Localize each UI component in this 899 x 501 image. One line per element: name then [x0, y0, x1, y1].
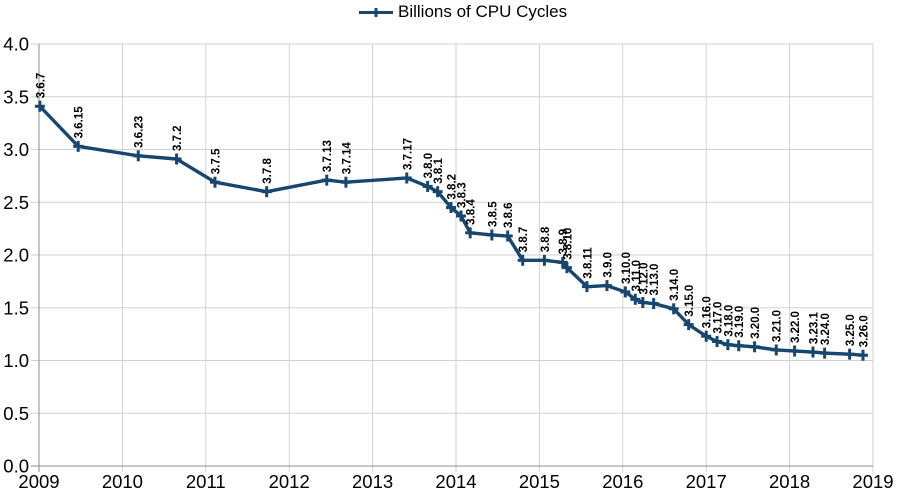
x-tick-label: 2016: [602, 471, 643, 492]
y-tick-label: 0.0: [3, 456, 29, 477]
data-point-label: 3.23.1: [808, 311, 820, 344]
x-tick-label: 2011: [186, 471, 226, 492]
x-tick-label: 2012: [269, 471, 310, 492]
data-point-label: 3.7.2: [172, 125, 184, 151]
data-point-label: 3.21.0: [772, 310, 784, 342]
data-point-label: 3.10.0: [621, 252, 633, 284]
data-point-label: 3.8.6: [503, 202, 515, 228]
data-point-label: 3.8.11: [582, 247, 594, 279]
data-point-label: 3.6.15: [74, 106, 86, 139]
data-point-label: 3.12.0: [638, 262, 650, 294]
y-tick-label: 0.5: [3, 403, 29, 424]
data-point-label: 3.8.7: [518, 227, 530, 253]
series-line-marker-icon: [359, 7, 393, 17]
x-tick-label: 2009: [18, 471, 59, 492]
data-point-label: 3.7.8: [262, 158, 274, 184]
data-point-label: 3.15.0: [684, 285, 696, 317]
x-tick-label: 2017: [686, 471, 727, 492]
y-tick-label: 3.5: [3, 86, 29, 107]
x-tick-label: 2013: [352, 471, 393, 492]
data-point-label: 3.19.0: [734, 306, 746, 338]
y-tick-label: 2.0: [3, 245, 29, 266]
data-point-label: 3.26.0: [858, 315, 870, 347]
data-point-label: 3.8.3: [457, 182, 469, 208]
x-tick-label: 2014: [435, 471, 476, 492]
data-point-label: 3.18.0: [723, 305, 735, 337]
data-point-label: 3.8.0: [423, 153, 435, 179]
data-point-label: 3.25.0: [845, 314, 857, 346]
data-point-label: 3.8.1: [433, 158, 445, 184]
y-tick-label: 4.0: [3, 34, 29, 55]
data-point-label: 3.7.17: [402, 138, 414, 170]
data-point-label: 3.8.4: [466, 199, 478, 225]
chart-legend: Billions of CPU Cycles: [359, 2, 567, 22]
data-point-label: 3.6.23: [134, 116, 146, 148]
data-point-label: 3.11.0: [631, 260, 643, 291]
data-point-label: 3.8.2: [446, 174, 458, 200]
x-tick-label: 2018: [769, 471, 810, 492]
data-point-label: 3.8.10: [562, 228, 574, 260]
data-point-label: 3.7.13: [322, 140, 334, 172]
data-point-label: 3.7.14: [341, 142, 353, 175]
data-point-label: 3.8.5: [487, 201, 499, 227]
data-point-label: 3.9.0: [602, 252, 614, 278]
data-point-label: 3.6.7: [35, 73, 47, 99]
x-tick-label: 2010: [102, 471, 143, 492]
data-point-label: 3.8.9: [558, 229, 570, 255]
y-tick-label: 3.0: [3, 139, 29, 160]
data-point-label: 3.13.0: [649, 264, 661, 296]
x-tick-label: 2019: [852, 471, 893, 492]
data-point-label: 3.22.0: [790, 311, 802, 343]
data-point-label: 3.14.0: [669, 269, 681, 301]
legend-label: Billions of CPU Cycles: [398, 2, 568, 21]
data-point-label: 3.24.0: [820, 313, 832, 345]
y-tick-label: 1.0: [3, 350, 29, 371]
data-point-label: 3.16.0: [702, 296, 714, 328]
data-point-label: 3.20.0: [750, 307, 762, 339]
x-tick-label: 2015: [519, 471, 560, 492]
data-point-label: 3.7.5: [210, 148, 222, 174]
y-tick-label: 2.5: [3, 192, 29, 213]
data-point-label: 3.8.8: [540, 226, 552, 252]
data-point-label: 3.17.0: [713, 302, 725, 334]
y-tick-label: 1.5: [3, 297, 29, 318]
